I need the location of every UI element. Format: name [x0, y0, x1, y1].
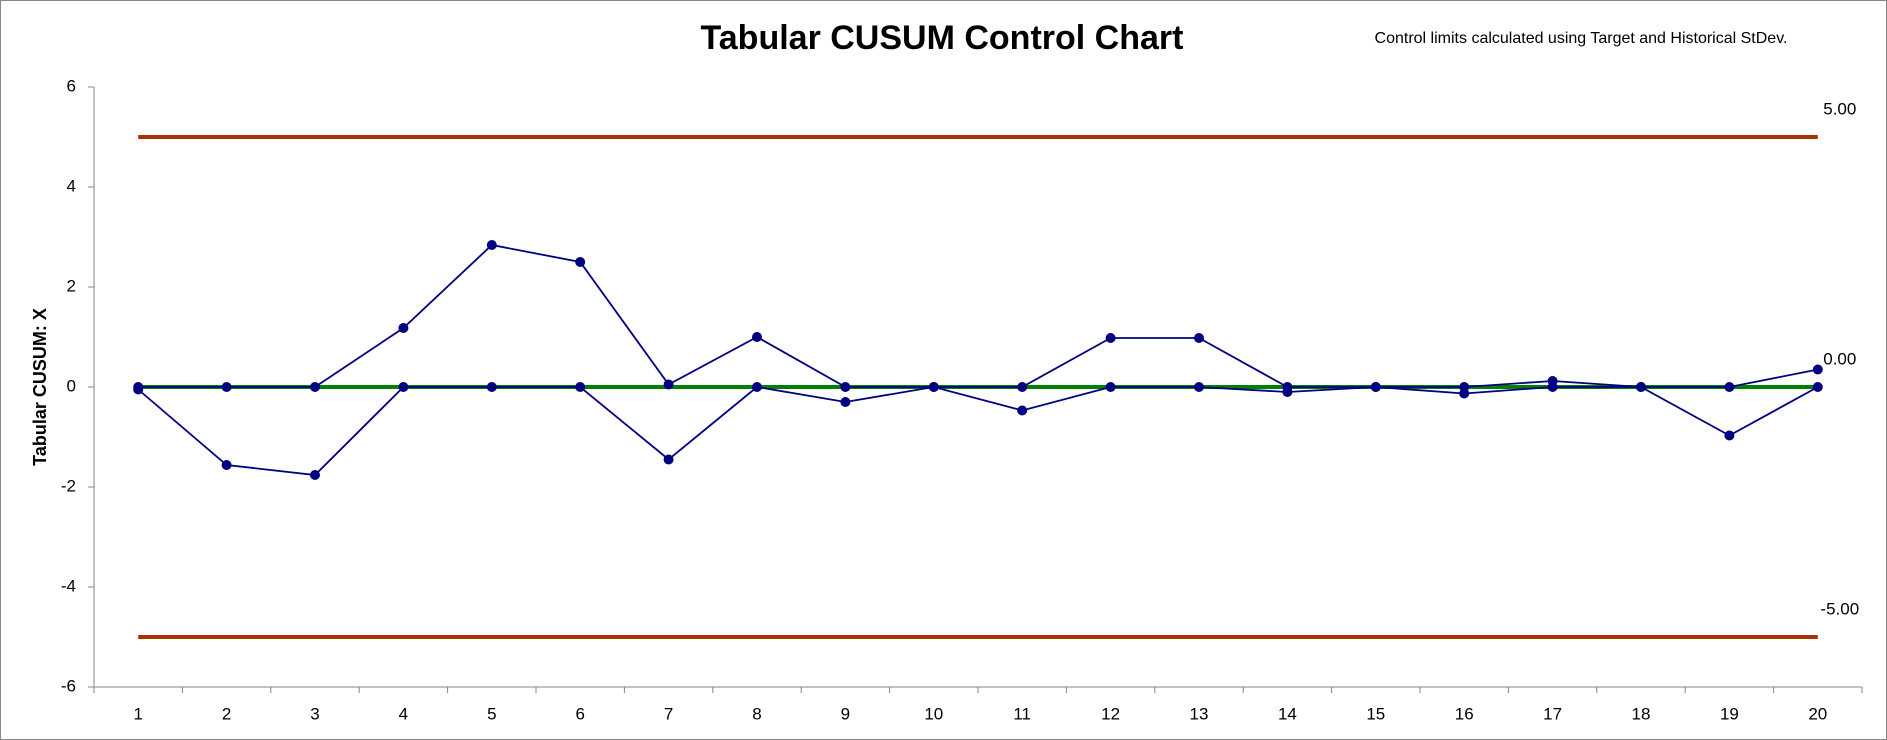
x-tick-label: 13	[1190, 704, 1209, 723]
data-point	[840, 382, 851, 392]
y-tick-label: -4	[61, 576, 76, 595]
x-tick-label: 7	[664, 704, 673, 723]
x-tick-label: 14	[1278, 704, 1297, 723]
x-tick-label: 1	[133, 704, 142, 723]
data-point	[1812, 364, 1823, 375]
data-point	[221, 382, 232, 392]
y-tick-label: 2	[67, 276, 76, 295]
x-tick-label: 18	[1632, 704, 1651, 723]
control-limit-label: 5.00	[1823, 99, 1856, 118]
data-point	[1812, 382, 1823, 392]
series-line	[138, 244, 1818, 388]
data-point	[1105, 333, 1116, 343]
data-point	[1105, 382, 1116, 392]
data-point	[398, 382, 409, 392]
data-point	[1194, 333, 1204, 343]
data-point	[1017, 405, 1028, 416]
y-tick-label: 0	[67, 376, 76, 395]
y-tick-label: -6	[61, 676, 76, 695]
data-point	[840, 397, 851, 407]
x-tick-label: 20	[1808, 704, 1827, 723]
x-tick-label: 8	[752, 704, 761, 723]
x-tick-label: 6	[575, 704, 584, 723]
data-point	[310, 382, 320, 392]
x-tick-label: 15	[1366, 704, 1385, 723]
annotation: Control limits calculated using Target a…	[1375, 30, 1788, 47]
data-point	[1282, 387, 1293, 397]
data-point	[928, 382, 939, 392]
data-point	[1547, 382, 1558, 392]
data-point	[1017, 382, 1028, 392]
data-point	[752, 382, 762, 392]
x-tick-label: 12	[1101, 704, 1120, 723]
data-point	[398, 323, 409, 333]
x-tick-label: 4	[399, 704, 408, 723]
y-tick-label: 6	[67, 76, 76, 95]
data-point	[1194, 382, 1204, 392]
x-tick-label: 16	[1455, 704, 1474, 723]
data-point	[1724, 382, 1735, 392]
data-point	[752, 332, 762, 342]
y-tick-label: -2	[61, 476, 76, 495]
y-tick-label: 4	[67, 176, 76, 195]
data-point	[486, 382, 497, 392]
data-point	[663, 454, 674, 465]
control-limit-label: 0.00	[1823, 349, 1856, 368]
data-point	[486, 240, 497, 250]
x-tick-label: 10	[924, 704, 943, 723]
data-point	[310, 470, 320, 480]
y-axis-label: Tabular CUSUM: X	[30, 308, 50, 466]
data-point	[1636, 382, 1646, 392]
chart-title: Tabular CUSUM Control Chart	[701, 19, 1184, 57]
x-tick-label: 17	[1543, 704, 1562, 723]
data-point	[1370, 382, 1381, 392]
data-point	[663, 379, 674, 390]
data-point	[133, 384, 144, 395]
x-tick-label: 11	[1013, 704, 1031, 723]
data-point	[221, 460, 232, 470]
x-tick-label: 19	[1720, 704, 1739, 723]
x-tick-label: 5	[487, 704, 496, 723]
x-tick-label: 9	[841, 704, 850, 723]
series-line	[137, 386, 1819, 476]
data-point	[1459, 388, 1470, 399]
data-point	[1724, 430, 1735, 441]
x-tick-label: 2	[222, 704, 231, 723]
data-point	[575, 382, 586, 392]
data-point	[575, 257, 586, 267]
x-tick-label: 3	[310, 704, 319, 723]
control-limit-label: -5.00	[1820, 599, 1859, 618]
